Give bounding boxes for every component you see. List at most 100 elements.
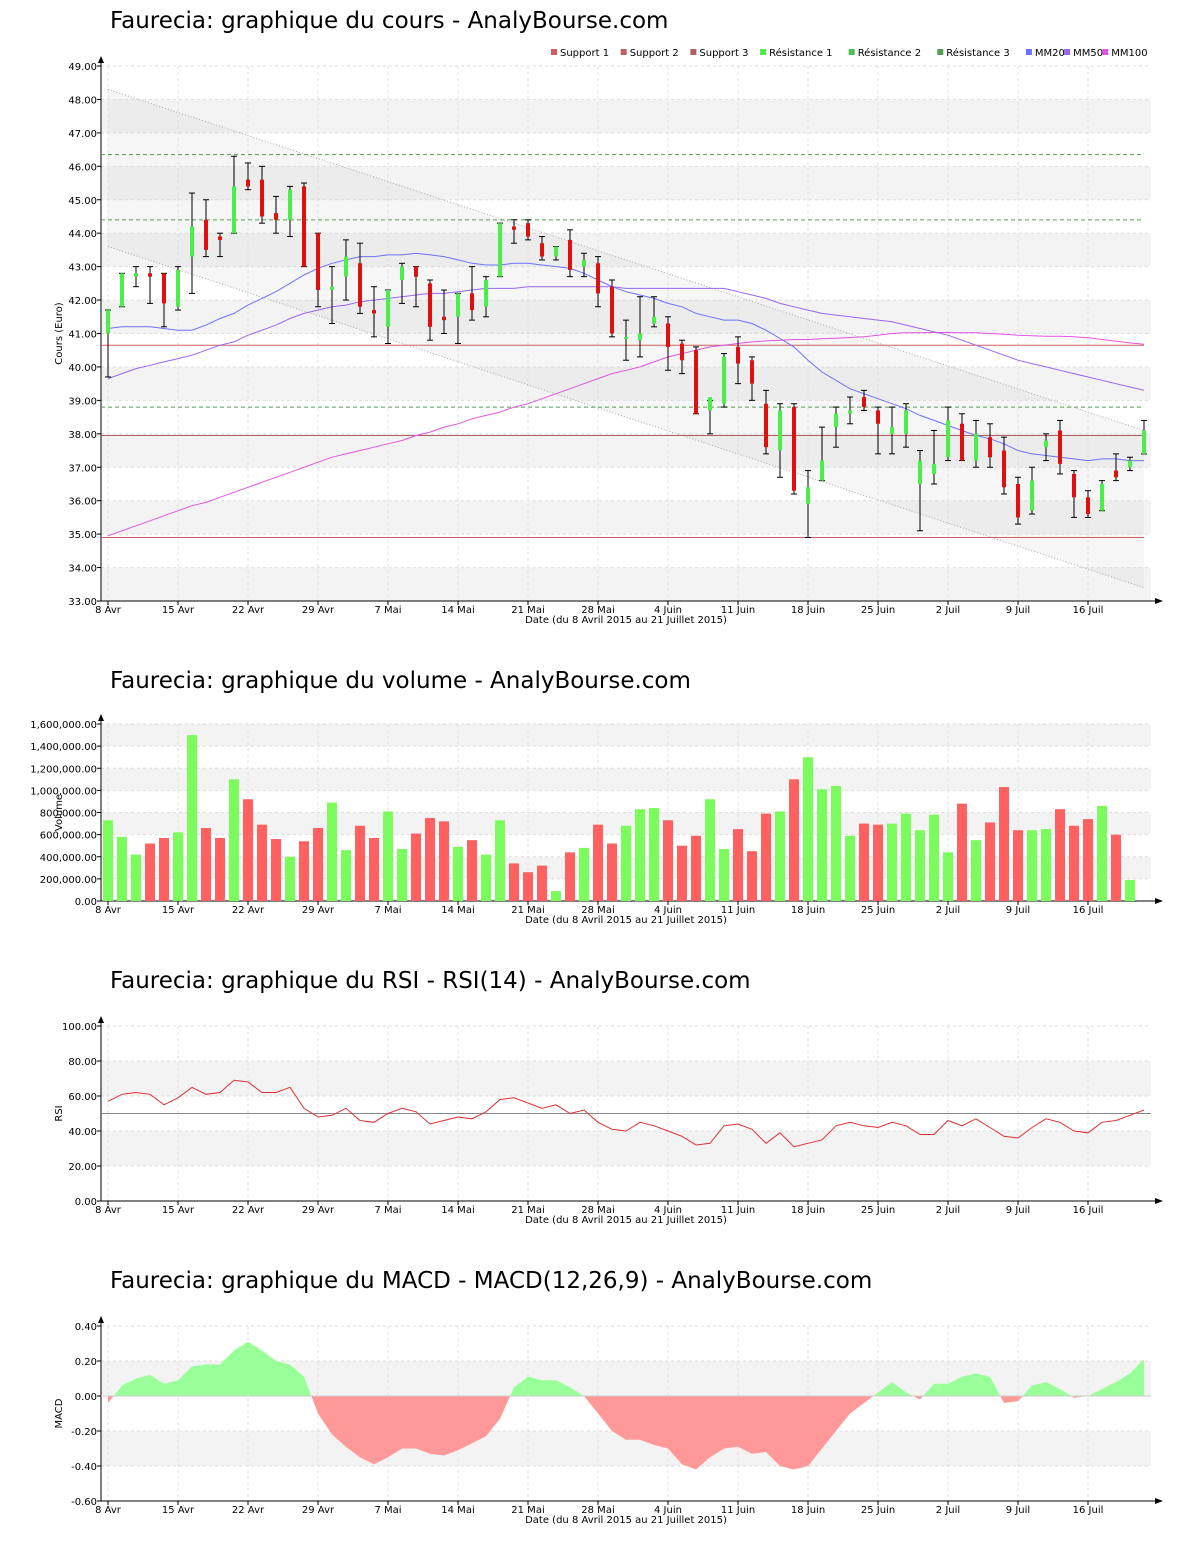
x-axis-arrow — [1155, 1198, 1163, 1204]
candle-down — [1015, 476, 1021, 525]
candle-down — [245, 162, 251, 191]
candle-body — [204, 219, 208, 250]
mm20-line — [107, 252, 1144, 462]
y-tick-label: 39.00 — [68, 396, 97, 407]
macd-chart-title: Faurecia: graphique du MACD - MACD(12,26… — [110, 1268, 873, 1294]
candle-body — [498, 223, 502, 277]
volume-bar — [453, 846, 463, 901]
candle-body — [554, 246, 558, 257]
candle-down — [525, 219, 531, 241]
candle-down — [1001, 436, 1007, 495]
x-tick-label: 15 Avr — [162, 1205, 195, 1216]
candle-body — [1128, 460, 1132, 468]
candle-body — [708, 397, 712, 411]
x-tick-label: 2 Juil — [936, 905, 960, 916]
x-tick-label: 21 Mai — [511, 1205, 544, 1216]
plot-band — [101, 768, 1151, 791]
y-tick-label: 600,000.00 — [40, 831, 97, 842]
y-tick-label: 45.00 — [68, 196, 97, 207]
macd-area-positive — [1088, 1359, 1144, 1396]
candle-body — [162, 273, 166, 304]
candle-down — [861, 389, 867, 411]
volume-bar — [551, 891, 561, 901]
candle-down — [161, 272, 167, 328]
y-tick-label: 40.00 — [68, 1127, 97, 1138]
volume-bar — [719, 849, 729, 901]
volume-bar — [901, 813, 911, 901]
candle-down — [511, 219, 517, 244]
candle-down — [469, 266, 475, 321]
y-tick-label: 48.00 — [68, 95, 97, 106]
x-tick-label: 28 Mai — [581, 1505, 614, 1516]
volume-bar — [439, 821, 449, 901]
x-tick-label: 29 Avr — [302, 605, 335, 616]
legend-item: Support 2 — [630, 48, 679, 59]
macd-area-positive — [113, 1341, 312, 1396]
x-tick-label: 28 Mai — [581, 1205, 614, 1216]
volume-bar — [747, 851, 757, 901]
volume-bar — [845, 835, 855, 901]
candle-body — [1016, 483, 1020, 518]
y-tick-label: 400,000.00 — [40, 853, 97, 864]
y-tick-label: 0.40 — [75, 1322, 97, 1333]
volume-bar — [355, 825, 365, 901]
candle-up — [721, 353, 727, 408]
volume-bar — [803, 757, 813, 901]
x-tick-label: 14 Mai — [441, 905, 474, 916]
candle-body — [680, 343, 684, 361]
volume-bar — [215, 837, 225, 901]
x-tick-label: 9 Juil — [1006, 1505, 1030, 1516]
x-tick-label: 14 Mai — [441, 605, 474, 616]
plot-band — [101, 1166, 1151, 1201]
mm50-line — [107, 286, 1145, 391]
x-tick-label: 16 Juil — [1073, 905, 1104, 916]
x-tick-label: 22 Avr — [232, 905, 265, 916]
volume-bar — [621, 825, 631, 901]
volume-bar — [1013, 830, 1023, 901]
volume-bar — [859, 823, 869, 901]
y-axis-title: Cours (Euro) — [54, 302, 65, 365]
rsi-chart-panel: Faurecia: graphique du RSI - RSI(14) - A… — [0, 960, 1200, 1240]
candle-body — [946, 420, 950, 458]
legend-swatch — [620, 49, 627, 55]
candle-up — [189, 192, 195, 294]
candle-down — [357, 242, 363, 314]
volume-bar — [117, 836, 127, 901]
volume-bar — [761, 813, 771, 901]
y-tick-label: 40.00 — [68, 363, 97, 374]
volume-bar — [635, 809, 645, 901]
candle-up — [1043, 433, 1049, 462]
y-axis-arrow — [98, 1316, 104, 1323]
x-tick-label: 21 Mai — [511, 905, 544, 916]
candle-up — [175, 266, 181, 311]
x-tick-label: 25 Juin — [861, 1505, 895, 1516]
x-tick-label: 22 Avr — [232, 1505, 265, 1516]
plot-band — [101, 266, 1151, 301]
y-tick-label: 37.00 — [68, 463, 97, 474]
plot-band — [101, 166, 1151, 200]
y-tick-label: 100.00 — [62, 1022, 97, 1033]
candle-body — [568, 239, 572, 270]
volume-bar — [1041, 829, 1051, 901]
candle-body — [344, 256, 348, 277]
candle-up — [833, 406, 839, 448]
candle-body — [232, 186, 236, 234]
candle-down — [749, 356, 755, 401]
macd-area-negative — [108, 1396, 114, 1403]
candle-body — [400, 266, 404, 280]
y-tick-label: 49.00 — [68, 62, 97, 73]
candle-up — [903, 403, 909, 448]
candle-down — [203, 199, 209, 258]
candle-down — [693, 346, 699, 415]
candle-down — [875, 406, 881, 455]
volume-bar — [523, 872, 533, 901]
macd-area-positive — [510, 1376, 584, 1396]
volume-bar — [509, 863, 519, 901]
plot-band — [101, 790, 1151, 813]
volume-bar — [565, 852, 575, 901]
volume-bar — [607, 843, 617, 901]
volume-bar — [691, 835, 701, 901]
candle-body — [120, 273, 124, 307]
candle-body — [372, 310, 376, 314]
candle-up — [553, 246, 559, 261]
